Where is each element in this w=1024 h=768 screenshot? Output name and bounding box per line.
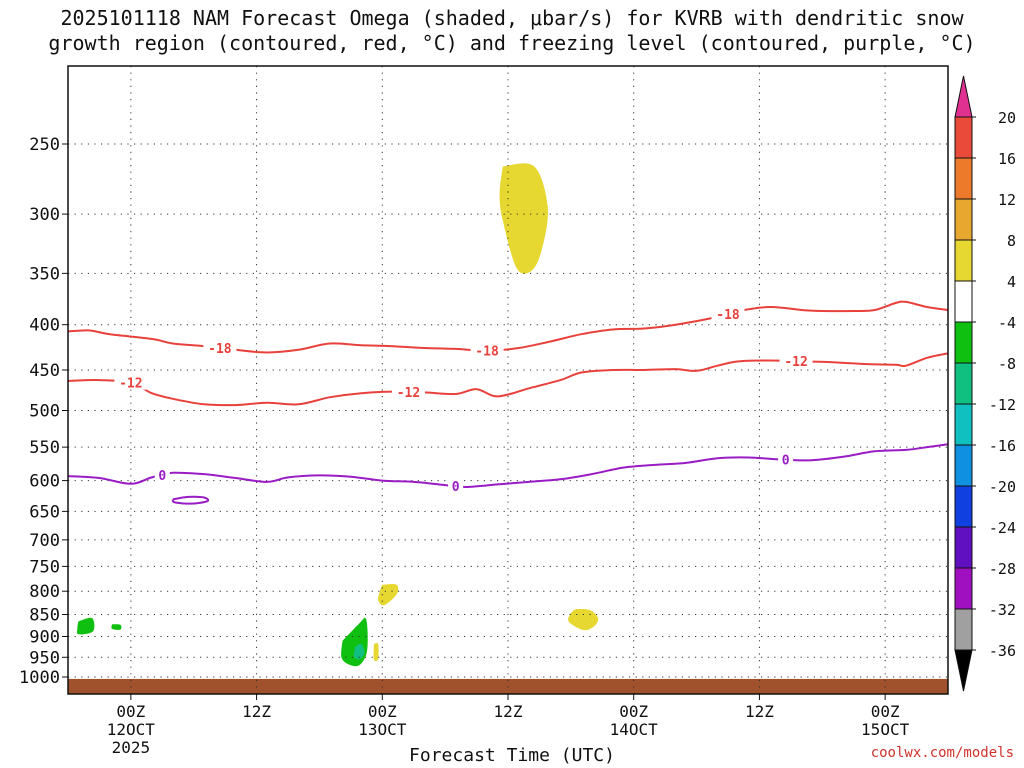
colorbar-swatch (954, 444, 973, 487)
shaded-region (373, 642, 379, 662)
x-tick-label: 00Z (871, 702, 900, 721)
plot-frame (67, 65, 949, 695)
watermark: coolwx.com/models (870, 745, 1014, 761)
colorbar-swatch (954, 116, 973, 159)
colorbar-label: -28 (989, 560, 1016, 578)
x-tick-date: 14OCT (610, 720, 659, 739)
contour-label: -12 (119, 377, 142, 392)
contour-line (67, 443, 949, 489)
x-tick-date: 13OCT (358, 720, 407, 739)
y-tick-label: 300 (29, 205, 60, 225)
contour-label-bg (470, 342, 504, 358)
x-axis-label: Forecast Time (UTC) (409, 745, 615, 766)
x-tick-year: 2025 (112, 738, 151, 757)
contour-label-bg (448, 478, 464, 494)
colorbar-label: 4 (1007, 273, 1016, 291)
shaded-region (499, 163, 548, 274)
x-tick-label: 00Z (368, 702, 397, 721)
x-tick-label: 00Z (619, 702, 648, 721)
contour-label: -18 (475, 345, 499, 360)
contour-line (67, 300, 949, 354)
shaded-region (76, 617, 95, 635)
colorbar-swatch (954, 362, 973, 405)
colorbar-label: 12 (998, 191, 1016, 209)
colorbar-label: -32 (989, 601, 1016, 619)
colorbar-top-arrow (954, 75, 973, 118)
colorbar-label: -36 (989, 642, 1016, 660)
x-tick-label: 12Z (242, 702, 271, 721)
colorbar-label: -4 (998, 314, 1016, 332)
shaded-region (341, 617, 368, 667)
y-tick-label: 800 (29, 582, 60, 602)
y-tick-label: 850 (29, 606, 60, 626)
colorbar-swatch (954, 239, 973, 282)
colorbar: 20 16 12 8 4 -4 -8 -12 -16 -20 -24 -28 -32 -36 (954, 75, 1016, 692)
contour-label: 0 (782, 454, 790, 469)
y-tick-label: 250 (29, 135, 60, 155)
y-tick-label: 650 (29, 502, 60, 522)
contour-label-bg (391, 383, 425, 399)
colorbar-swatch (954, 567, 973, 610)
y-tick-label: 550 (29, 438, 60, 458)
y-tick-label: 350 (29, 264, 60, 284)
contour-label: -12 (397, 386, 420, 401)
colorbar-label: -24 (989, 519, 1016, 537)
contour-label-bg (203, 340, 237, 356)
gridlines (68, 66, 948, 694)
y-tick-label: 450 (29, 361, 60, 381)
colorbar-label: 20 (998, 109, 1016, 127)
shaded-region (568, 609, 599, 631)
x-tick-date: 15OCT (861, 720, 910, 739)
shaded-region (378, 584, 399, 606)
contour-label-bg (778, 451, 794, 467)
colorbar-label: -16 (989, 437, 1016, 455)
colorbar-label: -12 (989, 396, 1016, 414)
y-tick-label: 700 (29, 531, 60, 551)
x-tick-label: 00Z (116, 702, 145, 721)
chart-title-line-1: 2025101118 NAM Forecast Omega (shaded, μ… (60, 6, 964, 30)
colorbar-swatch (954, 157, 973, 200)
colorbar-label: 16 (998, 150, 1016, 168)
x-tick-date: 12OCT (107, 720, 156, 739)
colorbar-swatch (954, 608, 973, 651)
contour-label: 0 (158, 469, 166, 484)
colorbar-swatch (954, 198, 973, 241)
contour-label-bg (711, 305, 745, 321)
contour-label: -12 (784, 355, 807, 370)
contour-label-bg (154, 467, 170, 483)
shaded-regions (76, 163, 599, 667)
x-tick-label: 12Z (494, 702, 523, 721)
colorbar-label: 8 (1007, 232, 1016, 250)
contour-label: -18 (716, 308, 740, 323)
contour-label-bg (114, 374, 148, 390)
y-tick-label: 1000 (19, 668, 60, 688)
colorbar-bottom-arrow (954, 649, 973, 692)
shaded-region (111, 624, 122, 630)
colorbar-label: -20 (989, 478, 1016, 496)
colorbar-swatch (954, 526, 973, 569)
y-tick-label: 600 (29, 472, 60, 492)
contour-label-bg (779, 353, 813, 369)
y-tick-label: 900 (29, 627, 60, 647)
shaded-region (353, 643, 365, 660)
contour-line (171, 495, 210, 505)
colorbar-swatch (954, 403, 973, 446)
y-tick-label: 500 (29, 402, 60, 422)
y-tick-label: 950 (29, 648, 60, 668)
y-tick-label: 750 (29, 557, 60, 577)
contour-label: 0 (452, 480, 460, 495)
colorbar-swatch (954, 485, 973, 528)
contours: -18 -18 -18 -12 -12 -12 0 0 0 (67, 300, 949, 505)
contour-line (67, 352, 949, 407)
chart-title-line-2: growth region (contoured, red, °C) and f… (48, 31, 976, 55)
x-tick-label: 12Z (745, 702, 774, 721)
colorbar-label: -8 (998, 355, 1016, 373)
chart-title: 2025101118 NAM Forecast Omega (shaded, μ… (0, 6, 1024, 56)
colorbar-swatch (954, 321, 973, 364)
contour-label: -18 (208, 342, 232, 357)
axes: 2503003504004505005506006507007508008509… (19, 65, 949, 757)
colorbar-swatch (954, 280, 973, 323)
y-tick-label: 400 (29, 316, 60, 336)
